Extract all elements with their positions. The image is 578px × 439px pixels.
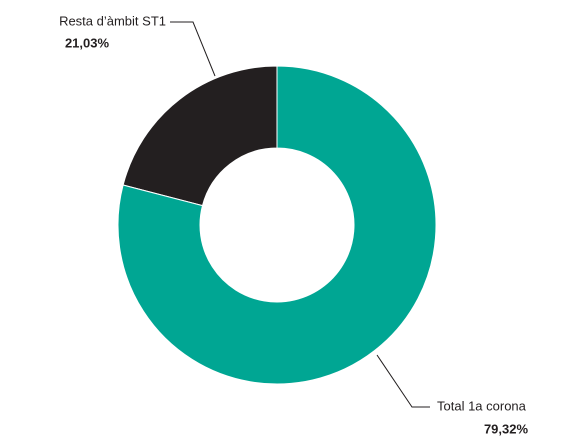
slice-label: Resta d’àmbit ST1	[59, 13, 166, 28]
leader-line	[170, 21, 216, 77]
value-label: 79,32%	[484, 421, 529, 436]
slice-label: Total 1a corona	[437, 398, 527, 413]
leader-line	[376, 354, 430, 408]
slices	[117, 65, 437, 385]
value-label: 21,03%	[65, 35, 110, 50]
slice	[117, 65, 437, 385]
slice	[122, 65, 278, 207]
